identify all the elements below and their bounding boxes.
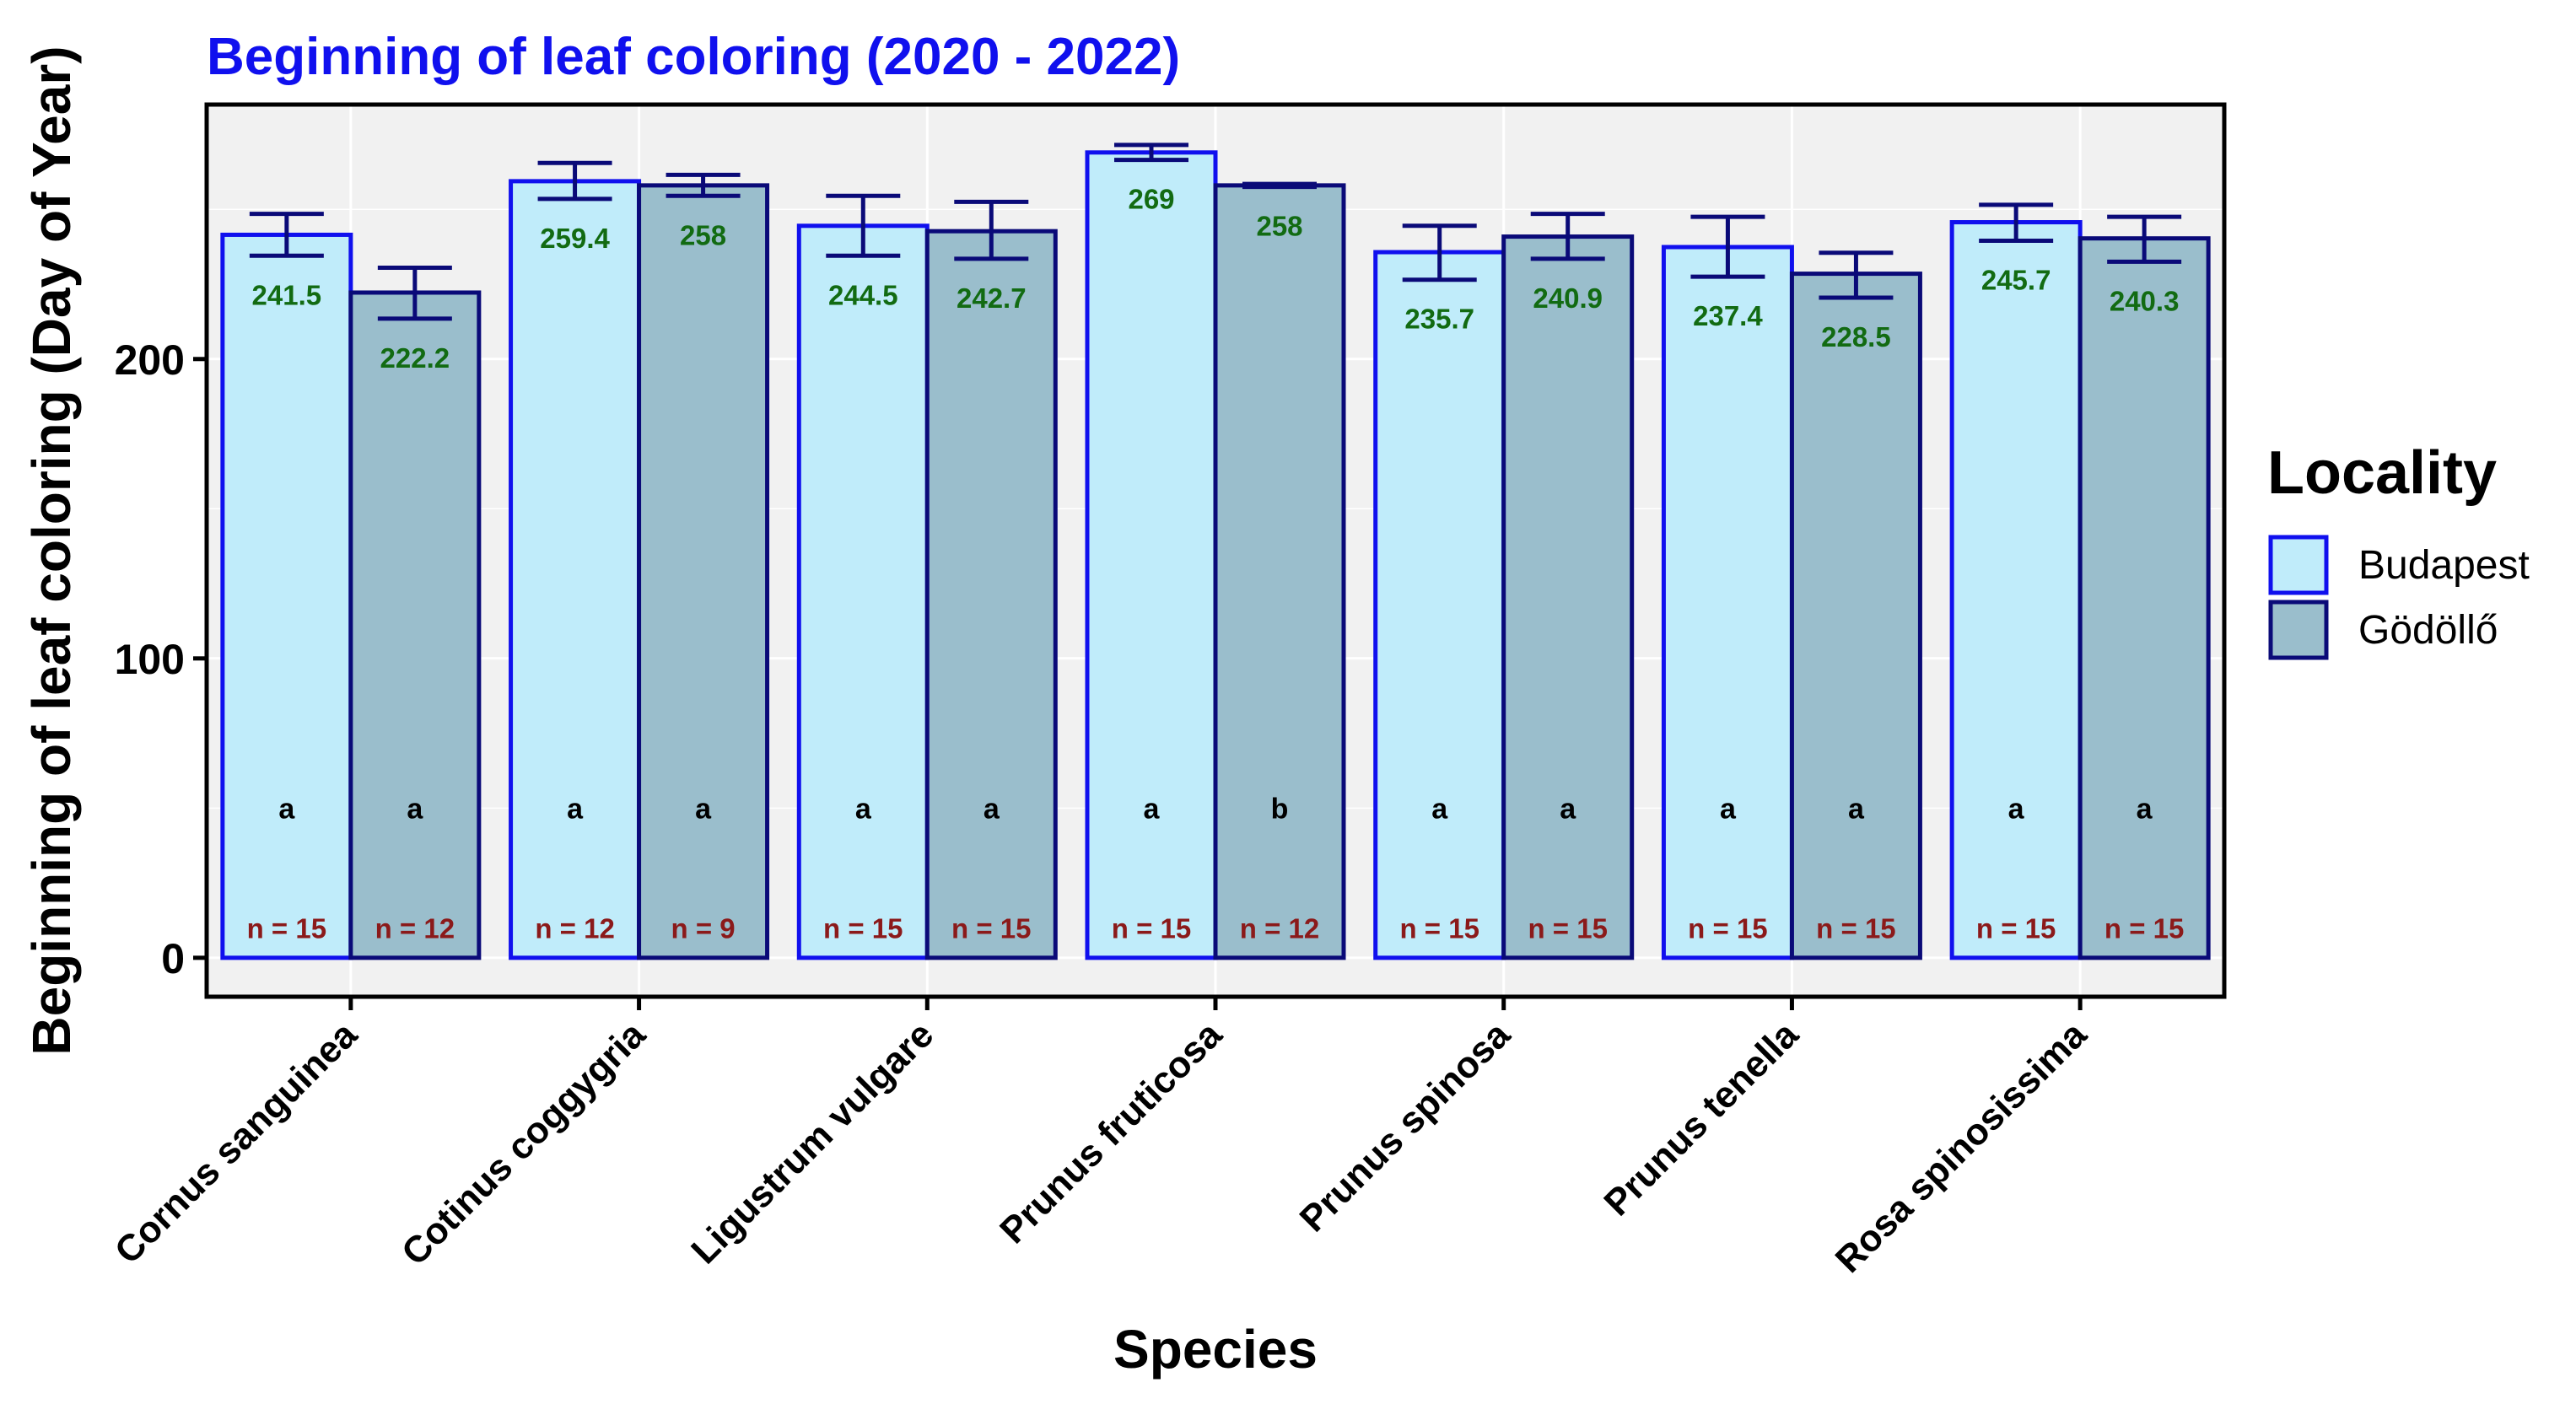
bar-godollo [637,183,770,960]
error-bar [1979,202,2054,244]
significance-letter: a [1720,793,1737,825]
value-label: 228.5 [1821,321,1891,352]
bar-budapest [1373,250,1506,960]
significance-letter: a [567,793,584,825]
error-bar [666,172,741,198]
legend-label: Budapest [2358,543,2530,588]
error-bar [377,265,452,321]
sample-size-label: n = 12 [375,912,455,944]
significance-letter: a [2137,793,2153,825]
bar-budapest [796,223,930,960]
bar-budapest [509,179,642,960]
sample-size-label: n = 15 [1688,912,1767,944]
sample-size-label: n = 12 [1240,912,1319,944]
legend-item-godollo: Gödöllő [2268,600,2498,660]
value-label: 244.5 [828,279,898,310]
chart-title: Beginning of leaf coloring (2020 - 2022) [207,28,1180,86]
x-tick-label: Prunus fruticosa [992,1014,1230,1251]
error-bar [1530,212,1605,261]
bar-budapest [220,232,353,960]
bar-budapest [1949,220,2083,960]
legend-item-budapest: Budapest [2268,535,2530,595]
significance-letter: a [407,793,423,825]
value-label: 258 [680,219,726,250]
legend-title: Locality [2267,439,2497,507]
error-bar [537,160,612,202]
significance-letter: a [278,793,295,825]
legend-label: Gödöllő [2358,608,2498,653]
value-label: 259.4 [540,223,610,254]
sample-size-label: n = 9 [671,912,736,944]
significance-letter: a [1144,793,1161,825]
x-tick-label: Cotinus coggygria [394,1014,654,1273]
bar-labels: 241.5 a n = 15 222.2 a n = 12 259.4 a n = 12 258 a… [247,184,2185,944]
legend-key [2268,535,2329,595]
error-bar [1242,181,1317,190]
significance-letter: a [695,793,712,825]
value-label: 240.3 [2110,285,2180,316]
value-label: 240.9 [1533,282,1603,314]
legend: Locality Budapest Gödöllő [2267,439,2530,660]
sample-size-label: n = 15 [1528,912,1607,944]
error-bar [249,212,324,258]
error-bar [1402,223,1477,282]
value-label: 245.7 [1981,265,2051,296]
significance-letter: a [1560,793,1576,825]
bar-godollo [2078,236,2211,960]
significance-letter: a [2008,793,2025,825]
bar-godollo [924,229,1058,960]
sample-size-label: n = 15 [1112,912,1191,944]
sample-size-label: n = 15 [823,912,903,944]
value-label: 222.2 [380,342,450,374]
x-tick-label: Prunus tenella [1596,1014,1806,1224]
error-bar [2107,214,2182,264]
bar-budapest [1085,150,1218,960]
bars [220,143,2211,960]
x-tick-label: Rosa spinosissima [1828,1014,2095,1281]
sample-size-label: n = 15 [2104,912,2184,944]
x-axis-title: Species [1113,1319,1318,1380]
bar-budapest [1661,245,1794,960]
significance-letter: a [1848,793,1865,825]
error-bar [1114,143,1188,163]
sample-size-label: n = 15 [1816,912,1895,944]
y-axis-title: Beginning of leaf coloring (Day of Year) [21,46,82,1055]
value-label: 241.5 [252,279,322,310]
x-tick-label: Cornus sanguinea [107,1014,365,1272]
value-label: 269 [1128,184,1174,215]
bar-godollo [1789,272,1922,960]
value-label: 237.4 [1693,300,1763,331]
bar-godollo [1213,183,1346,960]
y-tick-label: 100 [115,636,185,683]
x-tick-label: Prunus spinosa [1292,1014,1518,1240]
sample-size-label: n = 15 [247,912,326,944]
y-tick-label: 0 [161,935,185,982]
sample-size-label: n = 15 [1976,912,2056,944]
y-tick-label: 200 [115,336,185,384]
sample-size-label: n = 15 [951,912,1031,944]
error-bar [1819,250,1894,300]
value-label: 242.7 [957,282,1027,314]
bar-godollo [1501,234,1635,960]
error-bar [826,193,901,258]
legend-key [2268,600,2329,660]
sample-size-label: n = 15 [1399,912,1479,944]
error-bar [1690,214,1765,279]
error-bar [954,199,1029,261]
significance-letter: a [1431,793,1448,825]
value-label: 258 [1256,211,1302,242]
bar-godollo [348,290,482,960]
value-label: 235.7 [1404,304,1474,335]
significance-letter: a [855,793,872,825]
x-tick-label: Ligustrum vulgare [683,1014,941,1272]
significance-letter: a [984,793,1000,825]
sample-size-label: n = 12 [535,912,614,944]
significance-letter: b [1271,793,1289,825]
